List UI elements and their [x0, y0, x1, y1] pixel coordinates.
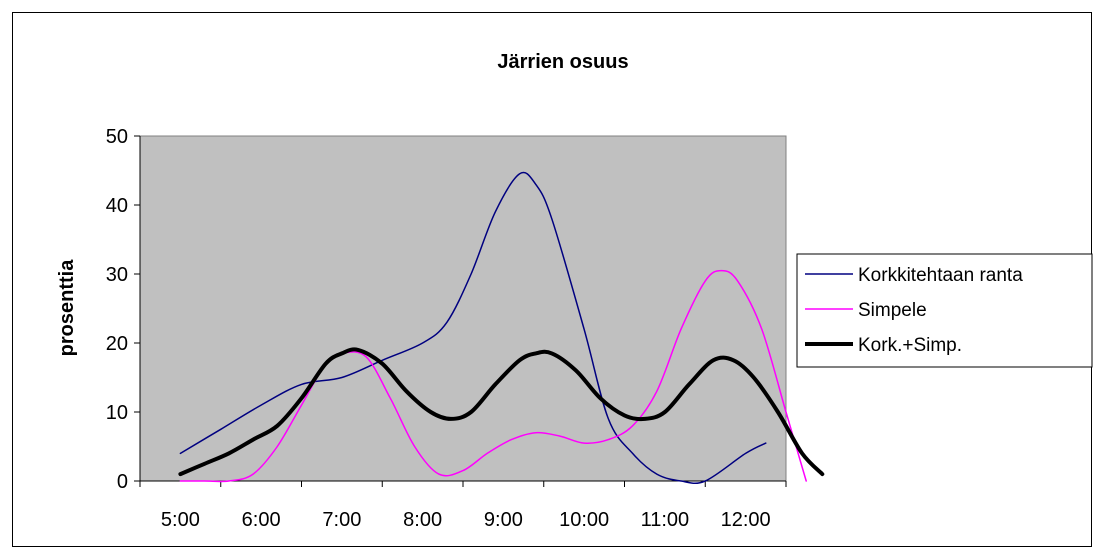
y-axis-label: prosenttia: [56, 259, 78, 357]
series-layer: [178, 171, 825, 485]
x-tick-label: 7:00: [322, 509, 361, 531]
y-tick-label: 20: [106, 333, 128, 355]
x-tick-label: 12:00: [721, 509, 771, 531]
x-tick-label: 5:00: [161, 509, 200, 531]
y-tick-label: 50: [106, 126, 128, 148]
y-tick-label: 0: [117, 471, 128, 493]
x-tick-label: 11:00: [641, 509, 690, 531]
series-line-1: [179, 269, 807, 483]
y-tick-label: 40: [106, 195, 128, 217]
series-line-0: [179, 171, 767, 485]
x-tick-label: 6:00: [242, 509, 281, 531]
legend-label: Simpele: [858, 300, 927, 321]
x-axis: 5:00 6:00 7:00 8:00 9:00 10:00 11:00 12:00: [139, 480, 787, 531]
plot-area: [139, 135, 787, 482]
series-line-2: [178, 347, 825, 477]
legend-label: Korkkitehtaan ranta: [858, 265, 1023, 286]
y-axis: 0 10 20 30 40 50: [106, 126, 141, 493]
chart-title: Järrien osuus: [497, 51, 628, 73]
x-tick-label: 8:00: [403, 509, 442, 531]
legend-box: [796, 253, 1093, 368]
x-tick-label: 10:00: [559, 509, 609, 531]
x-tick-label: 9:00: [484, 509, 523, 531]
y-tick-label: 30: [106, 264, 128, 286]
y-tick-label: 10: [106, 402, 128, 424]
legend-label: Kork.+Simp.: [858, 335, 962, 356]
legend: Korkkitehtaan ranta Simpele Kork.+Simp.: [805, 265, 1023, 356]
